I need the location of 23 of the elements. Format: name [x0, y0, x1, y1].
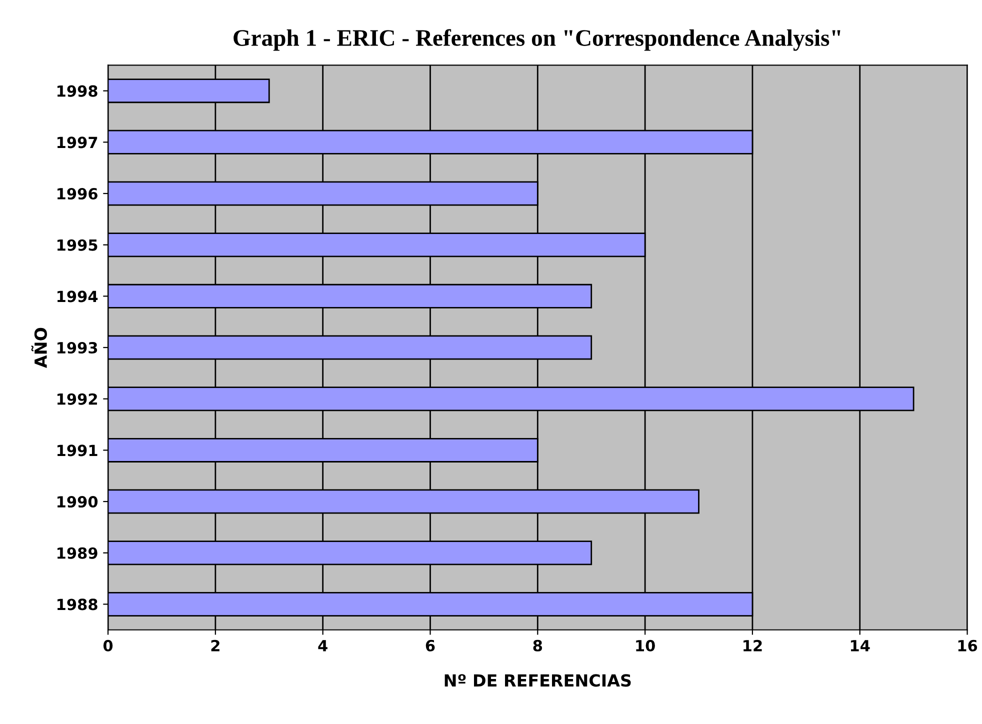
y-tick-label: 1997: [58, 136, 98, 148]
y-tick-label: 1992: [58, 393, 97, 405]
y-tick-label: 1990: [58, 496, 98, 508]
chart-title: Graph 1 - ERIC - References on "Correspondence Analysis": [234, 29, 840, 51]
x-axis-title: Nº DE REFERENCIAS: [444, 674, 631, 687]
x-tick-label: 2: [211, 640, 220, 652]
y-tick-label: 1994: [58, 290, 98, 302]
y-tick-label: 1993: [58, 342, 98, 354]
y-tick-label: 1995: [58, 239, 98, 251]
x-tick-label: 10: [636, 640, 655, 652]
x-tick-label: 14: [850, 640, 870, 652]
x-tick-label: 16: [958, 640, 978, 652]
x-tick-label: 6: [426, 640, 435, 652]
y-tick-label: 1996: [58, 188, 98, 200]
y-tick-label: 1991: [58, 444, 98, 456]
x-tick-label: 8: [533, 640, 542, 652]
y-tick-label: 1998: [58, 85, 98, 97]
y-tick-label: 1988: [58, 598, 98, 610]
x-tick-label: 4: [318, 640, 328, 652]
x-tick-label: 12: [744, 640, 762, 652]
y-tick-label: 1989: [58, 547, 98, 559]
y-axis-title: AÑO: [31, 328, 47, 368]
x-tick-label: 0: [103, 640, 113, 652]
